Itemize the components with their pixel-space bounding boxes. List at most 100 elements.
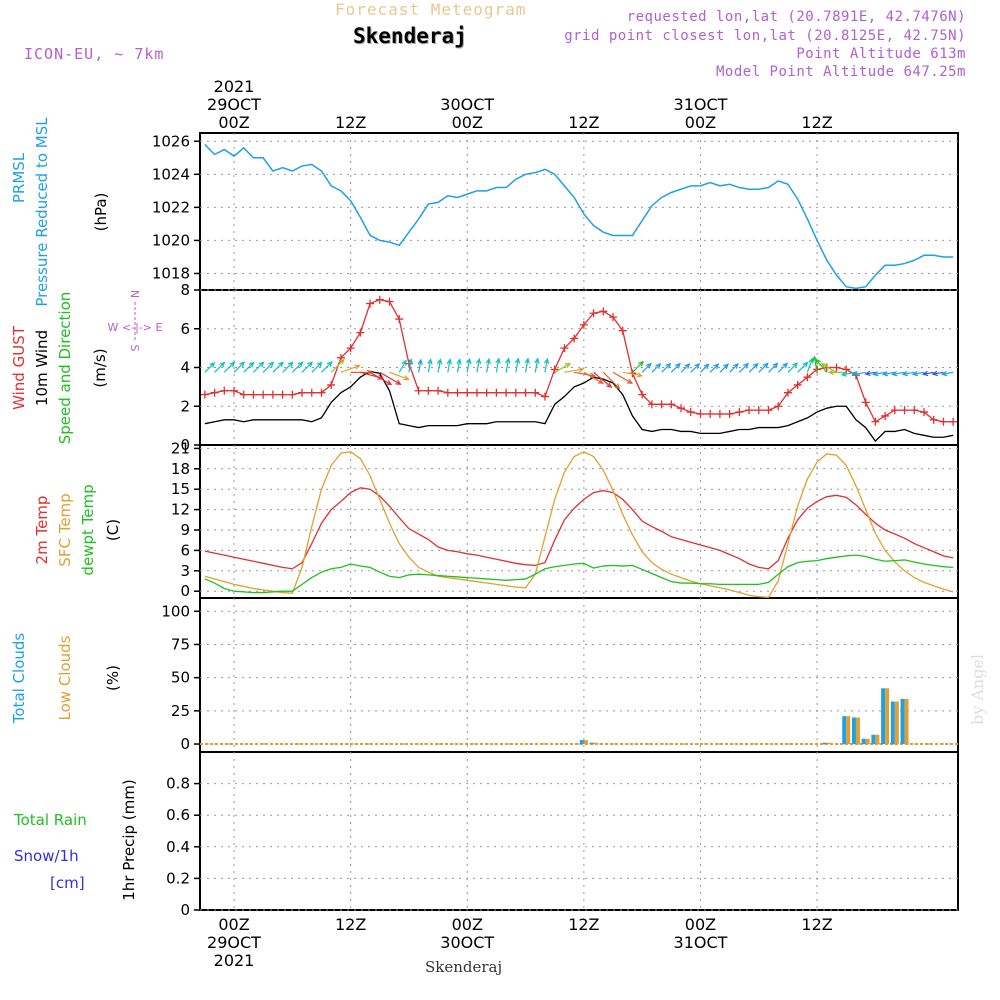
y-tick-label: 15: [171, 480, 190, 498]
wind-arrowhead: [713, 363, 720, 370]
wind-arrow: [223, 361, 235, 373]
wind-arrow: [272, 361, 284, 373]
gust-marker: [910, 406, 919, 415]
wind-arrow: [456, 359, 461, 373]
wind-arrowhead: [694, 363, 701, 369]
bar-low-clouds: [904, 698, 909, 745]
wind-arrowhead: [762, 362, 769, 369]
series-2m-temp: [204, 487, 954, 570]
wind-arrow: [466, 359, 471, 373]
bar-total-clouds: [842, 716, 847, 745]
gust-marker: [667, 400, 676, 409]
model-label: ICON-EU, ~ 7km: [24, 45, 165, 63]
bottom-time-label: 30OCT: [440, 933, 494, 952]
wind-arrowhead: [645, 362, 652, 369]
wind-arrowhead: [827, 369, 835, 376]
y-tick-label: 12: [171, 501, 190, 519]
gust-marker: [531, 388, 540, 397]
gust-marker: [618, 326, 627, 335]
panel-label: Pressure Reduced to MSL: [33, 117, 51, 307]
y-tick-label: 1024: [152, 165, 190, 183]
gust-marker: [871, 417, 880, 426]
wind-arrowhead: [752, 362, 759, 369]
wind-arrowhead: [802, 361, 809, 368]
gust-marker: [366, 299, 375, 308]
gust-marker: [900, 406, 909, 415]
wind-arrow: [815, 359, 828, 373]
wind-arrow: [853, 371, 866, 376]
gust-marker: [385, 297, 394, 306]
bottom-time-label: 12Z: [568, 915, 599, 934]
bar-low-clouds: [885, 688, 890, 745]
wind-arrowhead: [864, 370, 871, 376]
wind-arrow: [738, 363, 749, 373]
gust-marker: [414, 386, 423, 395]
wind-arrowhead: [881, 370, 889, 377]
gust-marker: [230, 386, 239, 395]
wind-arrow: [554, 363, 571, 373]
top-time-label: 12Z: [801, 113, 832, 132]
wind-arrow: [544, 359, 548, 373]
wind-arrow: [301, 361, 313, 373]
panel-label: (m/s): [91, 348, 109, 387]
bar-low-clouds: [855, 717, 860, 745]
wind-arrowhead: [456, 358, 462, 365]
wind-arrow: [505, 358, 510, 373]
wind-arrowhead: [772, 362, 779, 369]
wind-arrowhead: [446, 358, 453, 365]
wind-arrowhead: [219, 361, 226, 368]
wind-arrow: [841, 371, 857, 376]
gust-marker: [735, 408, 744, 417]
wind-arrowhead: [229, 361, 236, 368]
gust-marker: [861, 398, 870, 407]
gust-marker: [511, 388, 520, 397]
wind-arrow: [813, 356, 818, 373]
wind-arrowhead: [307, 361, 314, 368]
gust-marker: [239, 390, 248, 399]
wind-arrowhead: [872, 370, 879, 377]
bottom-time-label: 29OCT: [207, 933, 261, 952]
gust-marker: [647, 400, 656, 409]
panel-label: (%): [104, 665, 122, 691]
gust-marker: [764, 406, 773, 415]
gust-marker: [677, 404, 686, 413]
wind-arrowhead: [436, 358, 443, 365]
wind-arrowhead: [524, 357, 530, 364]
wind-arrowhead: [614, 383, 621, 390]
series-10m-wind: [204, 370, 954, 443]
y-tick-label: 0.2: [166, 869, 190, 887]
top-time-label: 29OCT: [207, 95, 261, 114]
top-time-label: 00Z: [685, 113, 716, 132]
wind-arrowhead: [921, 370, 929, 377]
wind-arrow: [389, 371, 409, 380]
wind-arrow: [709, 363, 719, 373]
wind-arrowhead: [703, 363, 710, 370]
wind-arrowhead: [636, 372, 644, 378]
gust-marker: [570, 334, 579, 343]
gust-marker: [706, 410, 715, 418]
wind-arrow: [524, 358, 529, 373]
bar-total-clouds: [589, 742, 594, 745]
panel-label: Speed and Direction: [56, 292, 74, 445]
wind-arrow: [486, 359, 490, 373]
wind-arrow: [719, 363, 729, 373]
top-time-label: 12Z: [335, 113, 366, 132]
wind-arrowhead: [316, 361, 323, 368]
bottom-time-label: 12Z: [335, 915, 366, 934]
wind-arrowhead: [278, 361, 284, 368]
wind-arrow: [369, 371, 392, 385]
wind-arrow: [564, 368, 584, 373]
wind-arrow: [418, 359, 422, 373]
panel-frame: [199, 132, 959, 291]
wind-arrowhead: [239, 361, 246, 368]
y-tick-label: 21: [171, 439, 190, 457]
wind-arrow: [768, 363, 778, 373]
wind-arrowhead: [401, 359, 407, 366]
wind-arrow: [534, 358, 539, 373]
wind-arrowhead: [543, 357, 550, 365]
bar-total-clouds: [900, 698, 905, 745]
wind-arrowhead: [407, 358, 414, 365]
gust-marker: [259, 390, 268, 399]
bar-low-clouds: [865, 738, 870, 745]
bar-total-clouds: [871, 734, 876, 745]
